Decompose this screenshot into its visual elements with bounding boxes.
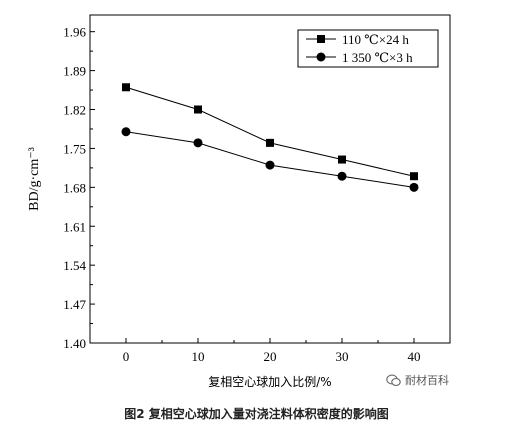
- data-point-square: [122, 83, 130, 92]
- data-point-circle: [265, 160, 275, 170]
- x-tick-label: 10: [192, 349, 205, 364]
- y-tick-label: 1.89: [63, 64, 86, 79]
- x-tick-label: 20: [264, 349, 277, 364]
- watermark: 耐材百科: [386, 372, 449, 388]
- x-tick-label: 40: [408, 349, 421, 364]
- legend-marker-circle: [316, 52, 326, 62]
- x-axis-label: 复相空心球加入比例/%: [208, 375, 331, 389]
- data-point-square: [266, 138, 274, 147]
- y-tick-label: 1.82: [63, 103, 86, 118]
- legend-label-1: 110 ℃×24 h: [342, 32, 409, 47]
- y-tick-label: 1.54: [63, 258, 86, 273]
- y-tick-label: 1.68: [63, 180, 86, 195]
- data-point-circle: [337, 171, 347, 181]
- figure-caption: 图2 复相空心球加入量对浇注料体积密度的影响图: [124, 407, 389, 421]
- data-point-square: [194, 105, 202, 114]
- x-axis: 0 10 20 30 40: [123, 338, 421, 364]
- y-axis-label: BD/g·cm⁻³: [27, 147, 42, 211]
- watermark-text: 耐材百科: [405, 374, 449, 387]
- y-tick-label: 1.75: [63, 141, 86, 156]
- y-tick-label: 1.47: [63, 297, 86, 312]
- legend-marker-square: [317, 35, 325, 43]
- legend-label-2: 1 350 ℃×3 h: [342, 50, 413, 65]
- data-point-square: [338, 155, 346, 164]
- x-tick-label: 0: [123, 349, 130, 364]
- y-tick-label: 1.96: [63, 25, 86, 40]
- wechat-icon: [386, 374, 401, 386]
- legend: 110 ℃×24 h 1 350 ℃×3 h: [297, 29, 439, 68]
- y-tick-label: 1.40: [63, 336, 86, 351]
- data-point-circle: [409, 182, 419, 192]
- data-point-square: [410, 172, 418, 181]
- x-tick-label: 30: [336, 349, 349, 364]
- data-point-circle: [193, 138, 203, 148]
- y-tick-label: 1.61: [63, 219, 86, 234]
- y-axis: 1.40 1.47 1.54 1.61 1.68 1.75 1.82 1.89 1.96: [63, 25, 95, 351]
- series-layer: [121, 83, 419, 192]
- data-point-circle: [121, 127, 131, 137]
